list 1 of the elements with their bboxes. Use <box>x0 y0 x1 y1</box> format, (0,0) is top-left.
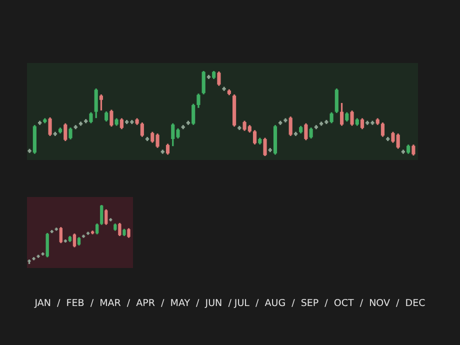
text: JAN / FEB / MAR / APR / MAY / JUN / JUL / AUG / SEP / OCT / NOV / DEC <box>33 298 426 309</box>
